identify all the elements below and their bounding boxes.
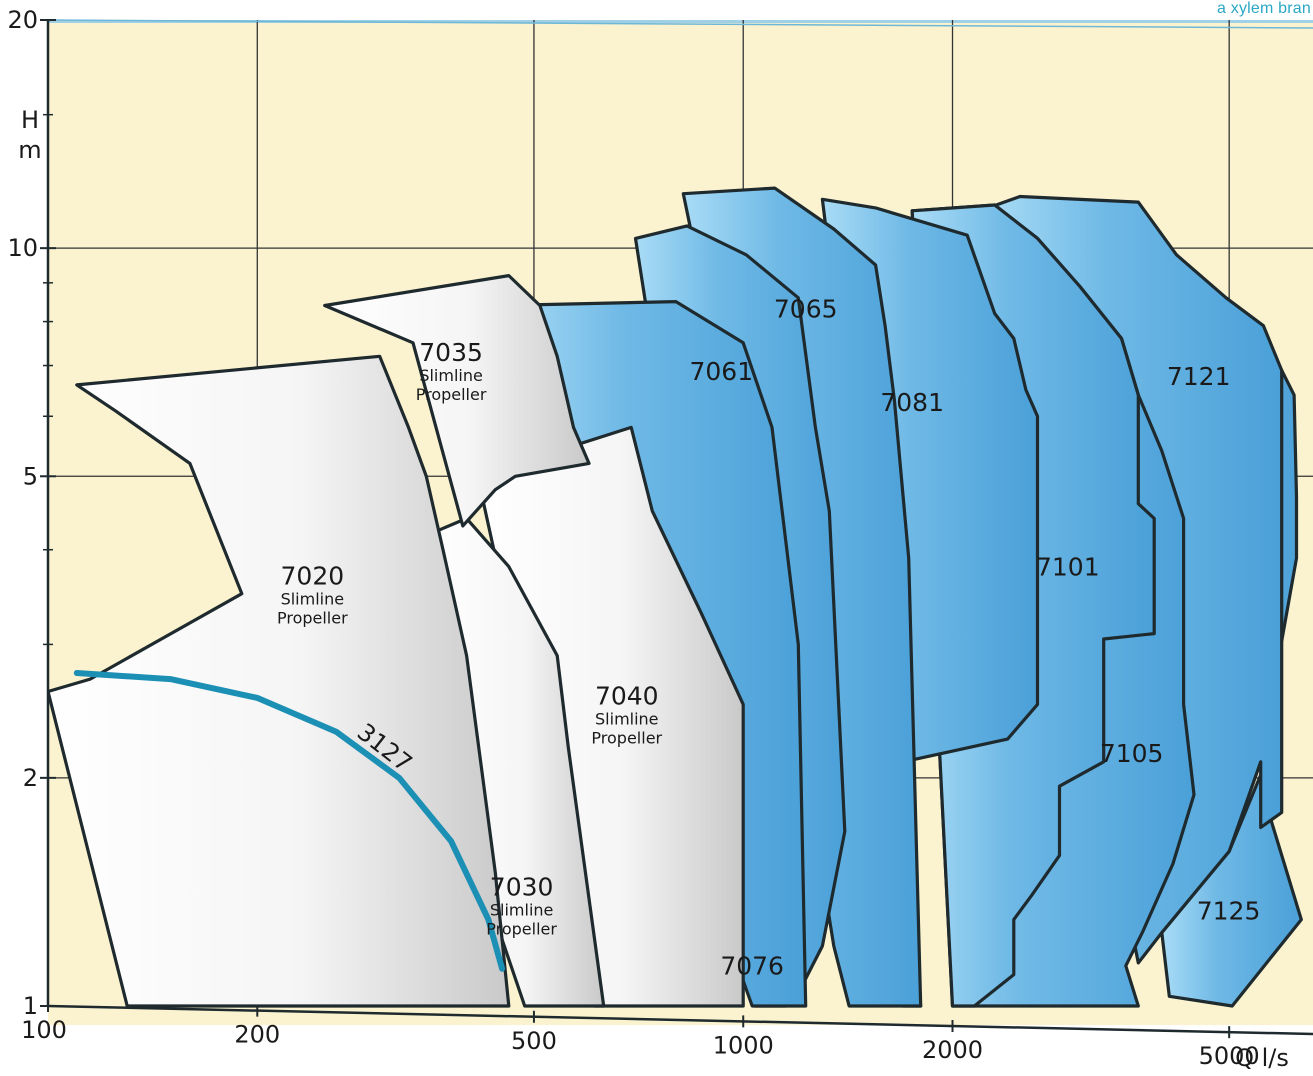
region-label-7040: 7040 <box>595 681 659 710</box>
region-label-7105: 7105 <box>1100 739 1164 768</box>
x-axis-line <box>47 1004 1313 1036</box>
curve-3127 <box>73 670 506 972</box>
pump-regions <box>48 186 1303 1008</box>
region-label-7035: 7035 <box>419 338 483 367</box>
y-tick-label-2: 2 <box>23 764 38 792</box>
region-sublabel-7035-2: Propeller <box>416 385 487 404</box>
axes: 1 2 5 10 20 100 200 500 1000 2000 5000 Hm Q l/s <box>7 6 1313 1072</box>
region-label-7030: 7030 <box>490 872 554 901</box>
region-sublabel-7040-2: Propeller <box>591 728 662 747</box>
region-sublabel-7020-2: Propeller <box>277 608 348 627</box>
region-7040 <box>476 425 745 1008</box>
x-tick-label-200: 200 <box>234 1021 280 1049</box>
pump-curves <box>73 670 506 972</box>
region-sublabel-7030-1: Slimline <box>490 900 554 919</box>
x-tick-label-1000: 1000 <box>713 1031 774 1059</box>
x-tick-label-2000: 2000 <box>922 1036 983 1064</box>
x-tick-label-5000: 5000 <box>1199 1042 1260 1070</box>
y-tick-label-20: 20 <box>7 6 38 34</box>
region-label-7065: 7065 <box>774 294 838 323</box>
y-tick-label-1: 1 <box>23 992 38 1020</box>
region-label-7076: 7076 <box>720 952 784 981</box>
region-sublabel-7020-1: Slimline <box>281 589 345 608</box>
region-label-7081: 7081 <box>880 388 944 417</box>
region-sublabel-7035-1: Slimline <box>419 366 483 385</box>
region-label-7061: 7061 <box>690 357 754 386</box>
brand-text: a xylem bran <box>1217 0 1311 17</box>
region-7020 <box>48 354 511 1008</box>
region-label-7125: 7125 <box>1197 897 1261 926</box>
x-tick-label-100: 100 <box>21 1016 67 1044</box>
region-label-7101: 7101 <box>1036 552 1100 581</box>
region-label-7121: 7121 <box>1167 362 1231 391</box>
x-tick-label-500: 500 <box>511 1027 557 1055</box>
region-label-7020: 7020 <box>281 561 345 590</box>
region-sublabel-7030-2: Propeller <box>486 919 557 938</box>
top-axis-line <box>47 19 1313 29</box>
y-tick-label-10: 10 <box>7 234 38 262</box>
y-tick-label-5: 5 <box>23 462 38 490</box>
region-sublabel-7040-1: Slimline <box>595 709 659 728</box>
region-7030 <box>428 516 606 1008</box>
y-axis-title-top: H <box>21 106 39 134</box>
region-7035 <box>323 274 591 528</box>
y-axis-title-bottom: m <box>18 136 41 164</box>
x-axis-title: Q l/s <box>1235 1044 1289 1072</box>
plot-top-band <box>48 20 1313 23</box>
